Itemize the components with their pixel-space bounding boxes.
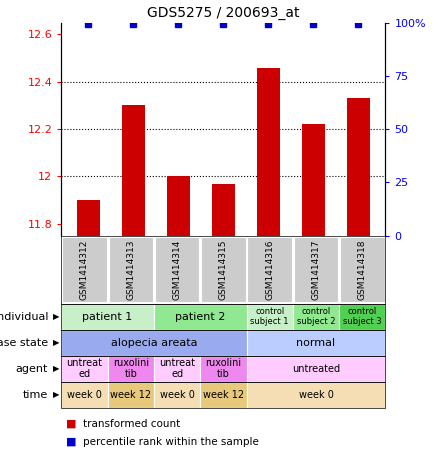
Bar	[347, 98, 370, 236]
Text: control
subject 3: control subject 3	[343, 307, 381, 326]
Text: untreated: untreated	[292, 364, 340, 374]
Bar	[247, 237, 292, 302]
Bar	[122, 106, 145, 236]
Text: GSM1414315: GSM1414315	[219, 239, 228, 300]
Text: untreat
ed: untreat ed	[67, 358, 102, 380]
Text: agent: agent	[16, 364, 48, 374]
Text: ■: ■	[66, 419, 76, 429]
Text: GSM1414313: GSM1414313	[126, 239, 135, 300]
Text: week 12: week 12	[110, 390, 152, 400]
Text: week 12: week 12	[203, 390, 244, 400]
Text: control
subject 1: control subject 1	[251, 307, 289, 326]
Text: control
subject 2: control subject 2	[297, 307, 335, 326]
Text: week 0: week 0	[299, 390, 333, 400]
Text: ▶: ▶	[53, 312, 59, 321]
Text: week 0: week 0	[67, 390, 102, 400]
Text: GSM1414318: GSM1414318	[358, 239, 367, 300]
Text: transformed count: transformed count	[83, 419, 180, 429]
Bar	[294, 237, 338, 302]
Bar	[167, 176, 190, 236]
Text: time: time	[23, 390, 48, 400]
Text: ▶: ▶	[53, 364, 59, 373]
Text: GSM1414316: GSM1414316	[265, 239, 274, 300]
Text: ruxolini
tib: ruxolini tib	[113, 358, 149, 380]
Bar	[77, 200, 99, 236]
Text: normal: normal	[297, 337, 336, 347]
Text: GSM1414317: GSM1414317	[311, 239, 321, 300]
Title: GDS5275 / 200693_at: GDS5275 / 200693_at	[147, 6, 300, 20]
Text: ruxolini
tib: ruxolini tib	[205, 358, 241, 380]
Bar	[340, 237, 385, 302]
Text: ▶: ▶	[53, 338, 59, 347]
Bar	[302, 125, 325, 236]
Bar	[257, 67, 279, 236]
Text: ▶: ▶	[53, 390, 59, 399]
Text: untreat
ed: untreat ed	[159, 358, 195, 380]
Text: percentile rank within the sample: percentile rank within the sample	[83, 437, 259, 447]
Text: ■: ■	[66, 437, 76, 447]
Text: patient 1: patient 1	[82, 312, 133, 322]
Bar	[109, 237, 153, 302]
Text: alopecia areata: alopecia areata	[111, 337, 197, 347]
Bar	[155, 237, 199, 302]
Text: patient 2: patient 2	[175, 312, 226, 322]
Text: week 0: week 0	[159, 390, 194, 400]
Text: GSM1414312: GSM1414312	[80, 239, 89, 300]
Text: individual: individual	[0, 312, 48, 322]
Text: GSM1414314: GSM1414314	[173, 239, 182, 300]
Text: disease state: disease state	[0, 337, 48, 347]
Bar	[201, 237, 246, 302]
Bar	[62, 237, 107, 302]
Bar	[212, 183, 235, 236]
